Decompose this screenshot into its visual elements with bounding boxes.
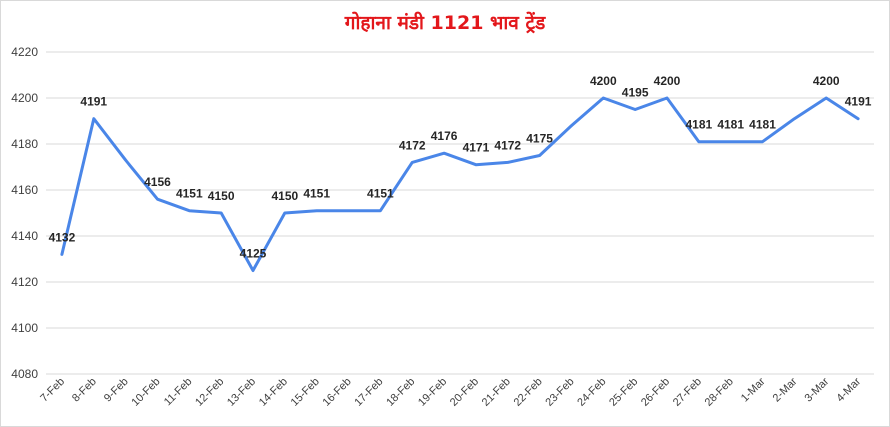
y-tick-label: 4120 — [11, 275, 38, 289]
x-tick-label: 10-Feb — [129, 376, 162, 409]
data-labels: 4132 4191 4156 4151 4150 4125 4150 4151 4151 4172… — [49, 74, 872, 261]
data-label: 4181 — [749, 118, 776, 132]
x-tick-label: 15-Feb — [289, 376, 322, 409]
x-tick-label: 11-Feb — [162, 376, 195, 409]
y-tick-label: 4180 — [11, 137, 38, 151]
x-tick-label: 27-Feb — [671, 376, 704, 409]
x-tick-label: 20-Feb — [448, 376, 481, 409]
data-label: 4151 — [176, 187, 203, 201]
data-label: 4181 — [717, 118, 744, 132]
data-label: 4172 — [399, 138, 426, 152]
y-tick-label: 4080 — [11, 367, 38, 381]
data-label: 4191 — [845, 95, 872, 109]
data-label: 4181 — [685, 118, 712, 132]
data-label: 4175 — [526, 132, 553, 146]
x-tick-label: 1-Mar — [739, 375, 768, 404]
x-tick-label: 8-Feb — [70, 376, 99, 405]
x-tick-label: 19-Feb — [416, 376, 449, 409]
data-label: 4132 — [49, 230, 76, 244]
gridlines — [46, 51, 874, 375]
y-axis-ticks: 4080 4100 4120 4140 4160 4180 4200 4220 — [11, 45, 38, 381]
x-tick-label: 9-Feb — [102, 376, 131, 405]
data-label: 4150 — [271, 189, 298, 203]
data-label: 4200 — [813, 74, 840, 88]
x-tick-label: 13-Feb — [225, 376, 258, 409]
y-tick-label: 4140 — [11, 229, 38, 243]
x-tick-label: 25-Feb — [607, 376, 640, 409]
x-tick-label: 22-Feb — [512, 376, 545, 409]
data-label: 4171 — [463, 141, 490, 155]
chart-title: गोहाना मंडी 1121 भाव ट्रेंड — [344, 11, 546, 34]
x-tick-label: 12-Feb — [193, 376, 226, 409]
x-tick-label: 18-Feb — [384, 376, 417, 409]
x-tick-label: 23-Feb — [543, 376, 576, 409]
data-label: 4172 — [494, 138, 521, 152]
data-label: 4150 — [208, 189, 235, 203]
x-tick-label: 28-Feb — [703, 376, 736, 409]
x-tick-label: 24-Feb — [575, 376, 608, 409]
series-line — [60, 96, 860, 272]
y-tick-label: 4100 — [11, 321, 38, 335]
x-tick-label: 16-Feb — [321, 376, 354, 409]
x-tick-label: 21-Feb — [480, 376, 513, 409]
x-tick-label: 2-Mar — [771, 375, 800, 404]
x-tick-label: 14-Feb — [257, 376, 290, 409]
data-label: 4191 — [80, 95, 107, 109]
data-label: 4156 — [144, 175, 171, 189]
x-tick-label: 17-Feb — [352, 376, 385, 409]
x-tick-label: 7-Feb — [38, 376, 67, 405]
data-label: 4151 — [367, 187, 394, 201]
data-label: 4125 — [240, 247, 267, 261]
data-label: 4176 — [431, 129, 458, 143]
data-label: 4151 — [303, 187, 330, 201]
y-tick-label: 4200 — [11, 91, 38, 105]
data-label: 4200 — [654, 74, 681, 88]
data-label: 4195 — [622, 86, 649, 100]
x-tick-label: 3-Mar — [803, 375, 832, 404]
y-tick-label: 4160 — [11, 183, 38, 197]
x-tick-label: 4-Mar — [834, 375, 863, 404]
x-tick-label: 26-Feb — [639, 376, 672, 409]
y-tick-label: 4220 — [11, 45, 38, 59]
data-label: 4200 — [590, 74, 617, 88]
